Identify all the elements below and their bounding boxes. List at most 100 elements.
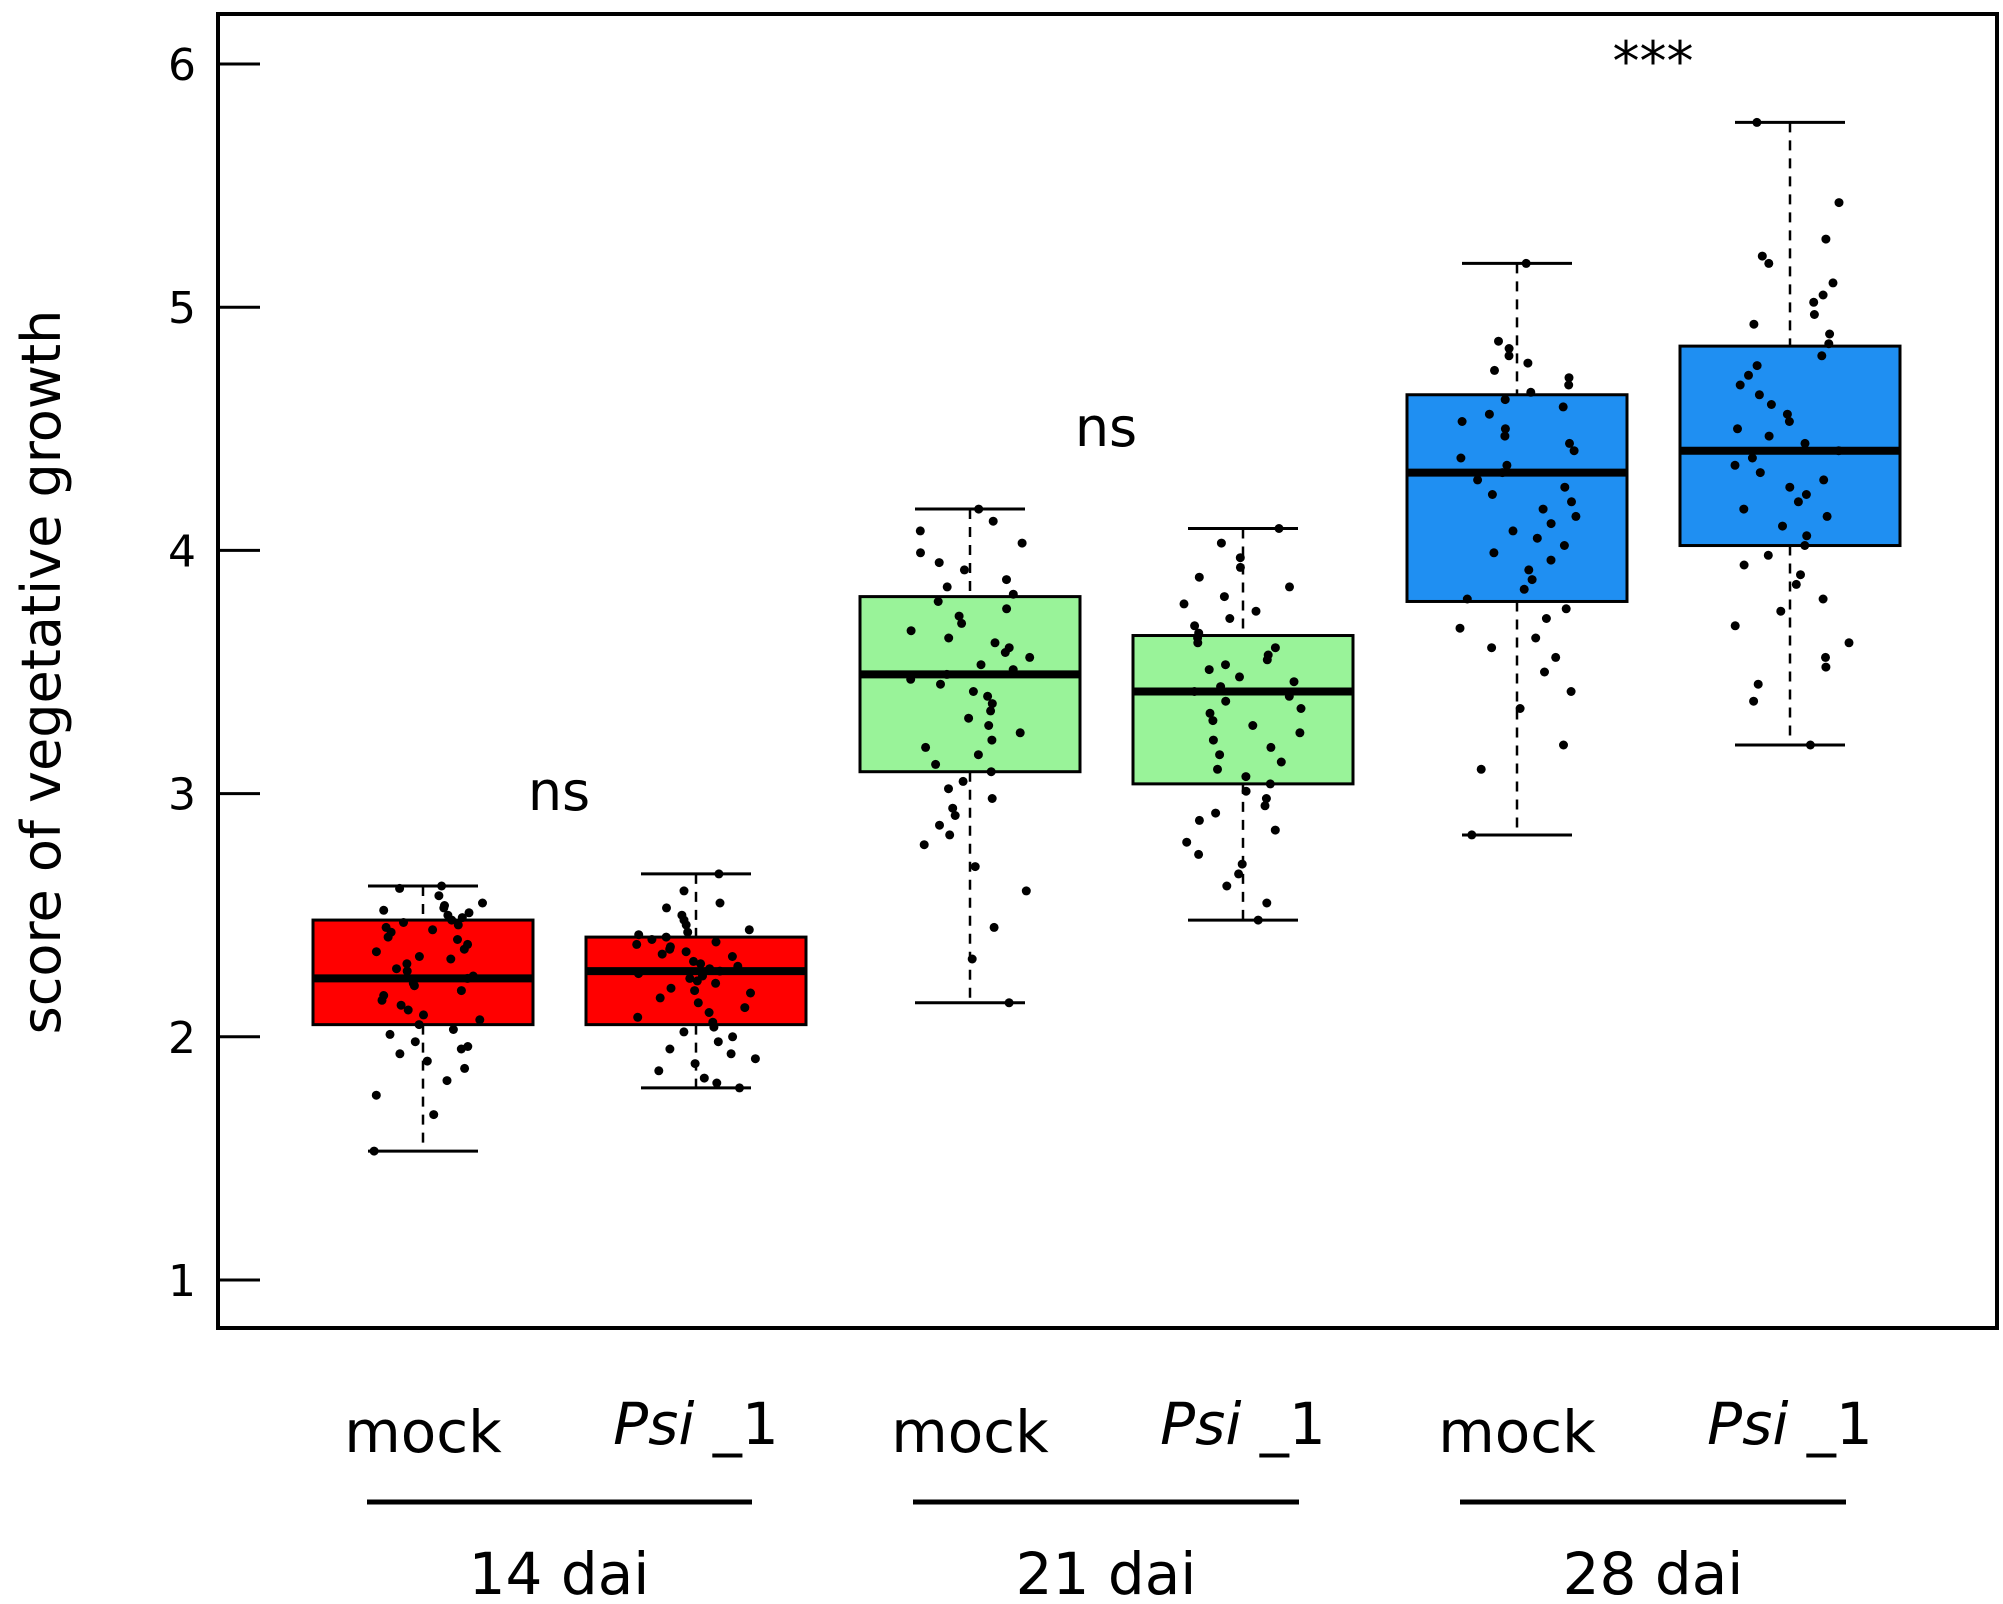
group-1-box-1-point-3 bbox=[434, 891, 444, 901]
group-1-box-2-label-italic: Psi bbox=[613, 1390, 694, 1458]
group-3-box-1-point-30 bbox=[1559, 541, 1569, 550]
group-2-box-1-point-7 bbox=[959, 565, 969, 575]
group-2-box-2-point-28 bbox=[1208, 716, 1218, 726]
group-2-box-2-point-25 bbox=[1221, 696, 1231, 706]
group-2-box-2-point-4 bbox=[1235, 562, 1245, 572]
y-tick-label-4: 4 bbox=[168, 526, 196, 577]
group-1-box-2-point-48 bbox=[699, 1073, 709, 1083]
group-3-box-2-point-21 bbox=[1733, 424, 1742, 434]
group-2-box-1-point-22 bbox=[1008, 665, 1018, 675]
group-1-box-2-point-46 bbox=[690, 1059, 700, 1069]
group-1-box-1-point-10 bbox=[457, 913, 467, 923]
group-3-box-2-box bbox=[1678, 344, 1902, 548]
group-2-box-2-point-1 bbox=[1274, 524, 1284, 533]
group-1-box-1-point-30 bbox=[409, 981, 419, 991]
group-1-box-2-point-7 bbox=[681, 920, 691, 930]
group-3-box-2-point-16 bbox=[1735, 380, 1745, 390]
group-2-box-1-point-23 bbox=[942, 669, 952, 679]
group-1-box-2-point-35 bbox=[740, 1003, 750, 1013]
group-3-box-2-point-44 bbox=[1844, 638, 1854, 648]
group-2-box-2-point-24 bbox=[1284, 691, 1294, 701]
group-2-box-1-point-40 bbox=[987, 794, 997, 803]
group-2-box-2-point-11 bbox=[1190, 621, 1200, 631]
group-2-box-1-point-27 bbox=[983, 691, 993, 701]
group-3-box-2-point-11 bbox=[1825, 329, 1835, 339]
group-2-box-2-point-14 bbox=[1193, 638, 1203, 648]
group-1-box-2-point-42 bbox=[713, 1037, 723, 1047]
group-1-box-2-point-27 bbox=[685, 973, 695, 983]
group-2-box-2-point-43 bbox=[1270, 825, 1280, 835]
group-3-box-2-point-17 bbox=[1754, 390, 1764, 400]
group-2-significance: ns bbox=[1075, 396, 1137, 459]
group-3-box-2-point-26 bbox=[1730, 460, 1740, 470]
group-3-box-2-label-suffix: _1 bbox=[1788, 1390, 1872, 1458]
group-2-box-2-point-32 bbox=[1266, 742, 1276, 752]
group-2-box-2-point-18 bbox=[1221, 660, 1230, 670]
group-2-box-2-point-38 bbox=[1241, 786, 1251, 796]
group-1-box-1-point-44 bbox=[395, 1049, 405, 1059]
group-2-box-2-point-2 bbox=[1216, 538, 1226, 548]
group-3-box-1-label: mock bbox=[1438, 1398, 1596, 1466]
group-1-box-2-point-18 bbox=[657, 949, 667, 959]
group-2-box-1-point-9 bbox=[942, 582, 952, 592]
group-1-box-2-point-3 bbox=[715, 898, 725, 908]
group-3-box-1-point-37 bbox=[1561, 604, 1571, 614]
group-2-box-1-point-29 bbox=[986, 706, 996, 716]
group-1-label: 14 dai bbox=[469, 1540, 650, 1604]
group-3-box-1-point-39 bbox=[1455, 623, 1465, 633]
group-1-box-1-point-24 bbox=[402, 959, 412, 969]
group-2-box-2-point-17 bbox=[1262, 655, 1272, 665]
group-3-box-1-point-7 bbox=[1564, 373, 1574, 383]
group-1-box-1-point-6 bbox=[439, 903, 449, 913]
group-1-box-1-point-20 bbox=[459, 944, 469, 954]
group-2-box-2-point-47 bbox=[1234, 869, 1244, 879]
plot-area: 1 2 3 4 5 6 mock Psi _1 14 dai ns mock Psi _1 21 dai… bbox=[168, 12, 1999, 1604]
group-2-box-1-point-13 bbox=[954, 611, 964, 621]
group-3-box-2-point-20 bbox=[1784, 417, 1794, 426]
group-1-box-1-point-22 bbox=[414, 952, 424, 961]
group-3-box-2-point-48 bbox=[1749, 696, 1759, 706]
group-3-box-1-box bbox=[1405, 393, 1629, 603]
y-tick-label-1: 1 bbox=[168, 1256, 196, 1307]
group-3-box-1-point-44 bbox=[1566, 687, 1576, 696]
group-3-box-2-point-7 bbox=[1818, 290, 1828, 300]
group-2-box-2-point-33 bbox=[1215, 750, 1225, 760]
group-2-box-2-point-44 bbox=[1182, 837, 1192, 847]
group-2-box-1-point-25 bbox=[936, 679, 945, 689]
group-3-box-1-point-5 bbox=[1523, 358, 1533, 368]
group-1-box-2-point-37 bbox=[633, 1012, 643, 1022]
group-2-box-2-point-45 bbox=[1194, 849, 1204, 859]
group-1-box-2-point-50 bbox=[735, 1083, 744, 1093]
group-3-box-2-point-14 bbox=[1752, 361, 1762, 371]
group-2-box-2-point-7 bbox=[1219, 592, 1229, 602]
group-2-box-1-point-28 bbox=[987, 699, 997, 709]
group-1-box-2-point-30 bbox=[666, 983, 676, 993]
group-2-box-1-point-45 bbox=[919, 840, 929, 850]
group-3-box-2-point-1 bbox=[1752, 117, 1762, 127]
group-2-box-2-point-5 bbox=[1194, 572, 1204, 582]
group-3-box-2-point-45 bbox=[1821, 652, 1830, 662]
group-2-box-1-point-21 bbox=[976, 660, 986, 670]
group-1-box-1-point-1 bbox=[437, 881, 447, 891]
group-3-box-1-point-19 bbox=[1502, 460, 1512, 470]
group-3-box-2-label: Psi _1 bbox=[1707, 1390, 1873, 1458]
plot-frame bbox=[216, 12, 1999, 1330]
group-2-box-1-point-24 bbox=[906, 674, 916, 684]
group-3-box-1-point-20 bbox=[1497, 468, 1507, 478]
group-3-box-2-point-4 bbox=[1757, 251, 1767, 261]
group-2-box-1-point-4 bbox=[1017, 538, 1027, 548]
group-3-box-2-point-5 bbox=[1764, 258, 1774, 268]
group-3-box-2-point-39 bbox=[1796, 570, 1805, 580]
group-2-box-1-point-31 bbox=[984, 721, 994, 730]
group-1-box-1-point-36 bbox=[419, 1010, 428, 1020]
group-3-box-1-point-24 bbox=[1567, 497, 1576, 507]
group-2-box-1-label: mock bbox=[891, 1398, 1049, 1466]
group-3-box-1-point-47 bbox=[1476, 764, 1486, 774]
group-2-box-2-point-37 bbox=[1265, 779, 1275, 789]
group-3-box-1-point-48 bbox=[1467, 830, 1477, 840]
group-3-box-1-point-2 bbox=[1494, 336, 1503, 346]
group-3-box-2-point-3 bbox=[1821, 234, 1831, 244]
group-1-box-2-point-8 bbox=[744, 925, 754, 935]
group-3-box-2-point-35 bbox=[1802, 531, 1812, 541]
group-3-box-1-point-12 bbox=[1484, 409, 1494, 419]
